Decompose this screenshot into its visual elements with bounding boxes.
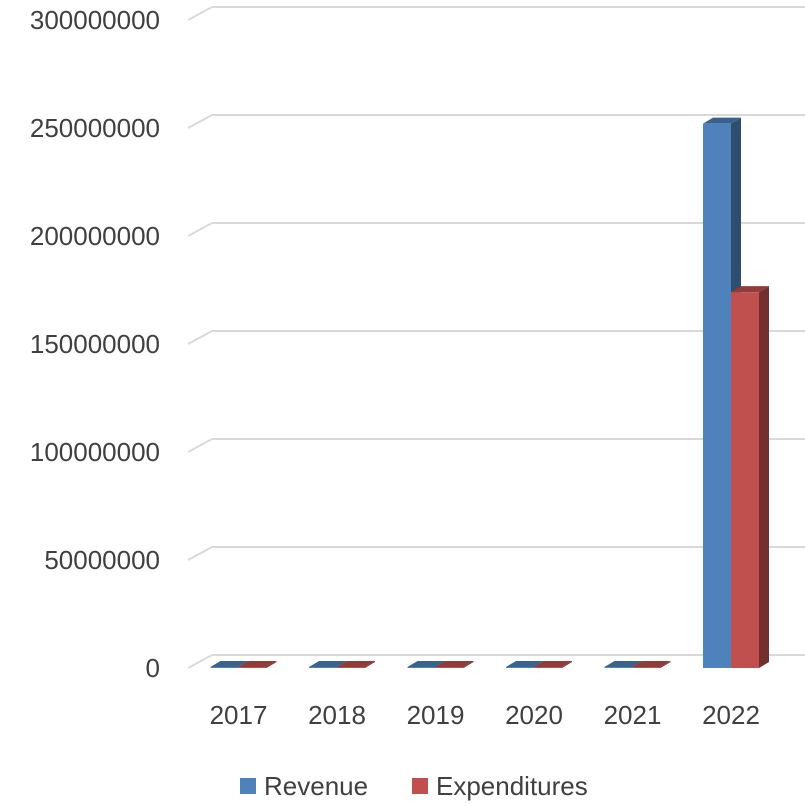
y-tick-label: 100000000: [30, 437, 160, 467]
legend-swatch-expenditures: [412, 778, 428, 794]
bar-top: [238, 661, 277, 667]
bar-side: [365, 661, 375, 668]
x-tick-label: 2022: [702, 700, 760, 730]
x-tick-label: 2021: [604, 700, 662, 730]
gridline-wall-4: [187, 222, 213, 237]
y-tick-label: 250000000: [30, 113, 160, 143]
bar-top: [210, 661, 249, 667]
legend-swatch-revenue: [240, 778, 256, 794]
bar-front: [604, 667, 633, 668]
bar-front: [731, 292, 759, 668]
gridline-wall-3: [187, 330, 213, 345]
y-tick-label: 0: [146, 653, 160, 683]
bar-top: [337, 661, 375, 667]
bar-top: [435, 661, 474, 667]
bars: [210, 117, 769, 669]
bar-side: [759, 286, 769, 668]
x-axis-tick-labels: 2017 2018 2019 2020 2021 2022: [210, 700, 760, 730]
bar-side: [660, 661, 671, 668]
gridline-wall-1: [187, 546, 213, 561]
bar-front: [238, 667, 267, 668]
bar-front: [407, 667, 436, 668]
x-tick-label: 2017: [210, 700, 268, 730]
bar-expenditures-2022: [731, 286, 769, 668]
gridline-wall-5: [187, 114, 213, 129]
bar-top: [604, 661, 643, 667]
bar-front: [506, 667, 534, 668]
gridline-wall-2: [187, 438, 213, 453]
bar-top: [309, 661, 347, 667]
bar-front: [534, 667, 562, 668]
bar-front: [337, 667, 365, 668]
y-tick-label: 150000000: [30, 329, 160, 359]
gridline-wall-6: [187, 6, 213, 21]
bar-front: [632, 667, 661, 668]
bar-side: [266, 661, 277, 668]
bar-front: [210, 667, 239, 668]
bar-expenditures-2020: [534, 661, 572, 668]
bar-top: [731, 286, 769, 293]
bar-front: [309, 667, 337, 668]
y-tick-label: 300000000: [30, 5, 160, 35]
bar-expenditures-2019: [435, 661, 474, 668]
bar-expenditures-2017: [238, 661, 277, 668]
gridline-wall-0: [187, 654, 213, 669]
bar-front: [703, 123, 731, 669]
x-tick-label: 2018: [308, 700, 366, 730]
y-tick-label: 200000000: [30, 221, 160, 251]
bar-side: [463, 661, 474, 668]
x-tick-label: 2019: [407, 700, 465, 730]
bar-expenditures-2021: [632, 661, 671, 668]
legend: Revenue Expenditures: [240, 771, 588, 801]
bar-front: [435, 667, 464, 668]
bar-side: [562, 661, 572, 668]
legend-label-revenue: Revenue: [264, 771, 368, 801]
y-tick-label: 50000000: [44, 545, 160, 575]
bar-expenditures-2018: [337, 661, 375, 668]
bar-top: [407, 661, 446, 667]
bar-top: [703, 117, 741, 124]
y-axis-tick-labels: 0 50000000 100000000 150000000 200000000 2500…: [30, 5, 160, 683]
bar-top: [506, 661, 544, 667]
bar-top: [632, 661, 671, 667]
legend-label-expenditures: Expenditures: [436, 771, 588, 801]
bar-top: [534, 661, 572, 667]
x-tick-label: 2020: [505, 700, 563, 730]
